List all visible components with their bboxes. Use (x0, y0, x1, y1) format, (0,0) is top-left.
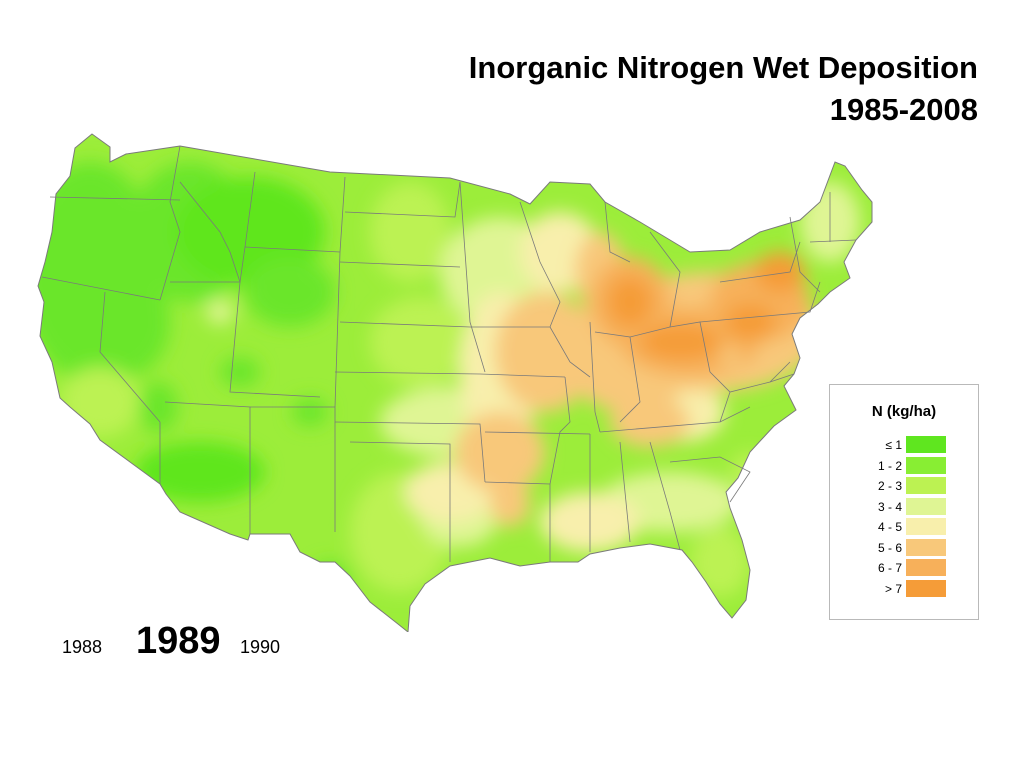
legend-item: 4 - 5 (830, 517, 978, 537)
legend-item-label: 6 - 7 (877, 561, 902, 575)
legend-item-swatch (906, 477, 946, 494)
legend-item-label: 3 - 4 (877, 499, 902, 514)
legend-item-label: 2 - 3 (877, 479, 902, 493)
legend-item: 1 - 2 (830, 456, 978, 476)
us-deposition-map (37, 133, 873, 632)
legend-item-swatch (906, 559, 946, 576)
legend-item-label: > 7 (884, 581, 902, 596)
legend-item-swatch (906, 538, 946, 556)
legend-item: ≤ 1 (830, 435, 978, 455)
map-subtitle-years: 1985-2008 (829, 92, 978, 127)
legend-item-swatch (906, 518, 946, 535)
legend-item: 5 - 6 (830, 538, 978, 558)
deposition-colour-field (38, 134, 872, 632)
state-boundaries (41, 145, 857, 562)
legend-item: 3 - 4 (830, 497, 978, 517)
legend-item: 2 - 3 (830, 476, 978, 496)
legend-item: 6 - 7 (830, 558, 978, 578)
previous-year-link[interactable]: 1988 (62, 637, 103, 657)
next-year-link[interactable]: 1990 (240, 637, 281, 657)
legend-item-swatch (906, 436, 946, 453)
current-year-label: 1989 (136, 620, 221, 662)
legend-item-label: 5 - 6 (877, 540, 902, 555)
legend-item-swatch (906, 579, 946, 597)
legend: N (kg/ha) ≤ 1 1 - 2 2 - 3 3 - 4 4 - 5 5 - 6 6 … (829, 384, 979, 620)
year-navigator: 1988 1989 1990 (62, 620, 322, 668)
legend-item: > 7 (830, 579, 978, 599)
legend-item-swatch (906, 456, 946, 474)
map-title: Inorganic Nitrogen Wet Deposition (468, 50, 978, 85)
legend-item-label: 4 - 5 (877, 520, 902, 534)
legend-item-swatch (906, 497, 946, 515)
legend-title: N (kg/ha) (871, 403, 937, 420)
legend-item-label: ≤ 1 (885, 438, 902, 452)
legend-item-label: 1 - 2 (877, 458, 902, 473)
